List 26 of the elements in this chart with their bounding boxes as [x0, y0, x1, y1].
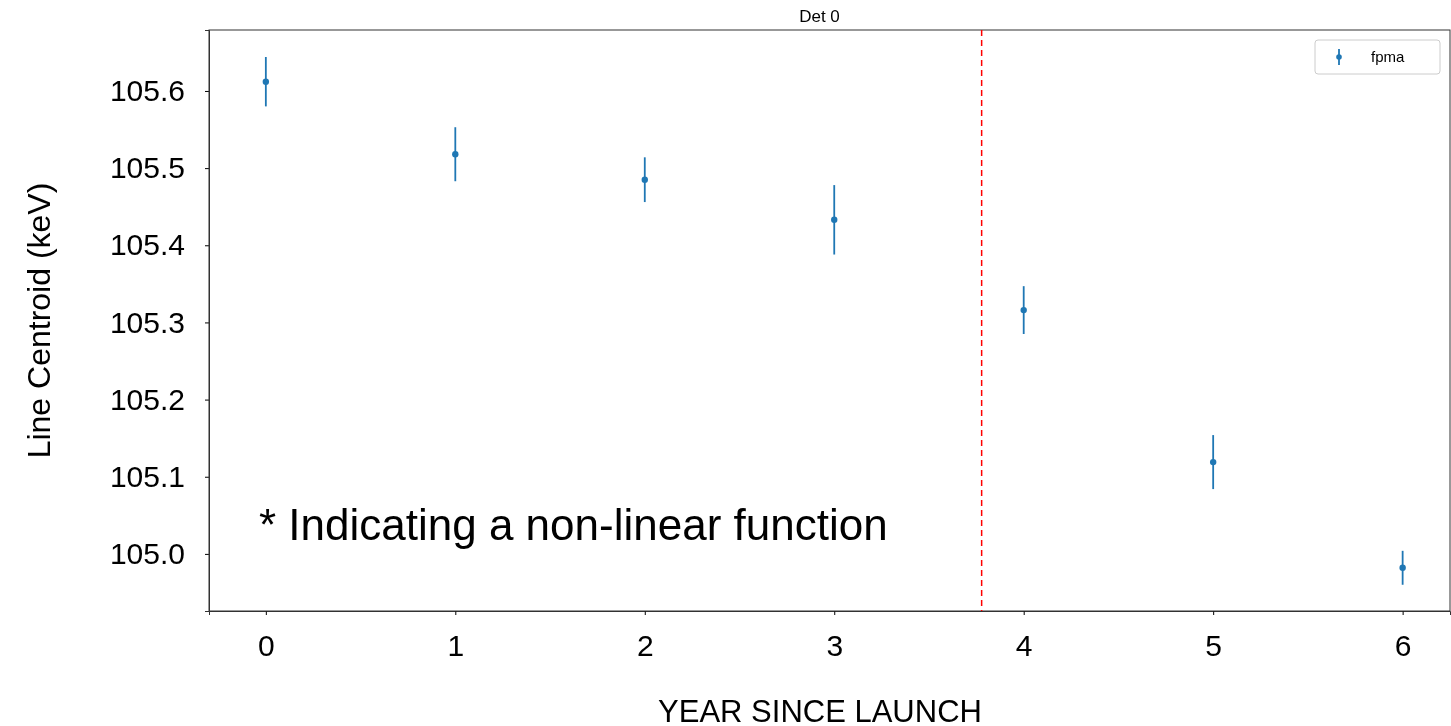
y-axis-title: Line Centroid (keV): [21, 182, 57, 459]
x-tick-label: 0: [258, 629, 275, 663]
point: [641, 176, 648, 183]
y-tick-label: 105.5: [109, 151, 185, 185]
point: [1020, 306, 1027, 314]
x-axis-title: YEAR SINCE LAUNCH: [658, 694, 982, 726]
y-tick-label: 105.3: [109, 305, 185, 339]
x-tick-label: 5: [1205, 629, 1223, 663]
y-tick-label: 105.1: [109, 459, 185, 493]
x-tick-label: 6: [1394, 629, 1412, 663]
y-tick-label: 105.4: [109, 228, 185, 262]
annotation: * Indicating a non-linear function: [259, 500, 888, 549]
x-tick-label: 3: [826, 629, 844, 663]
x-tick-label: 1: [447, 629, 465, 663]
point: [1209, 458, 1217, 466]
chart-title: Det 0: [799, 7, 840, 26]
point: [1399, 564, 1406, 571]
point: [831, 216, 838, 224]
y-tick-label: 105.2: [109, 382, 185, 416]
point: [452, 151, 459, 158]
point: [262, 78, 270, 85]
x-tick-label: 2: [636, 629, 654, 663]
y-tick-label: 105.6: [109, 74, 185, 108]
x-tick-label: 4: [1015, 629, 1033, 663]
legend-label: fpma: [1371, 48, 1405, 65]
y-tick-label: 105.0: [109, 537, 185, 570]
